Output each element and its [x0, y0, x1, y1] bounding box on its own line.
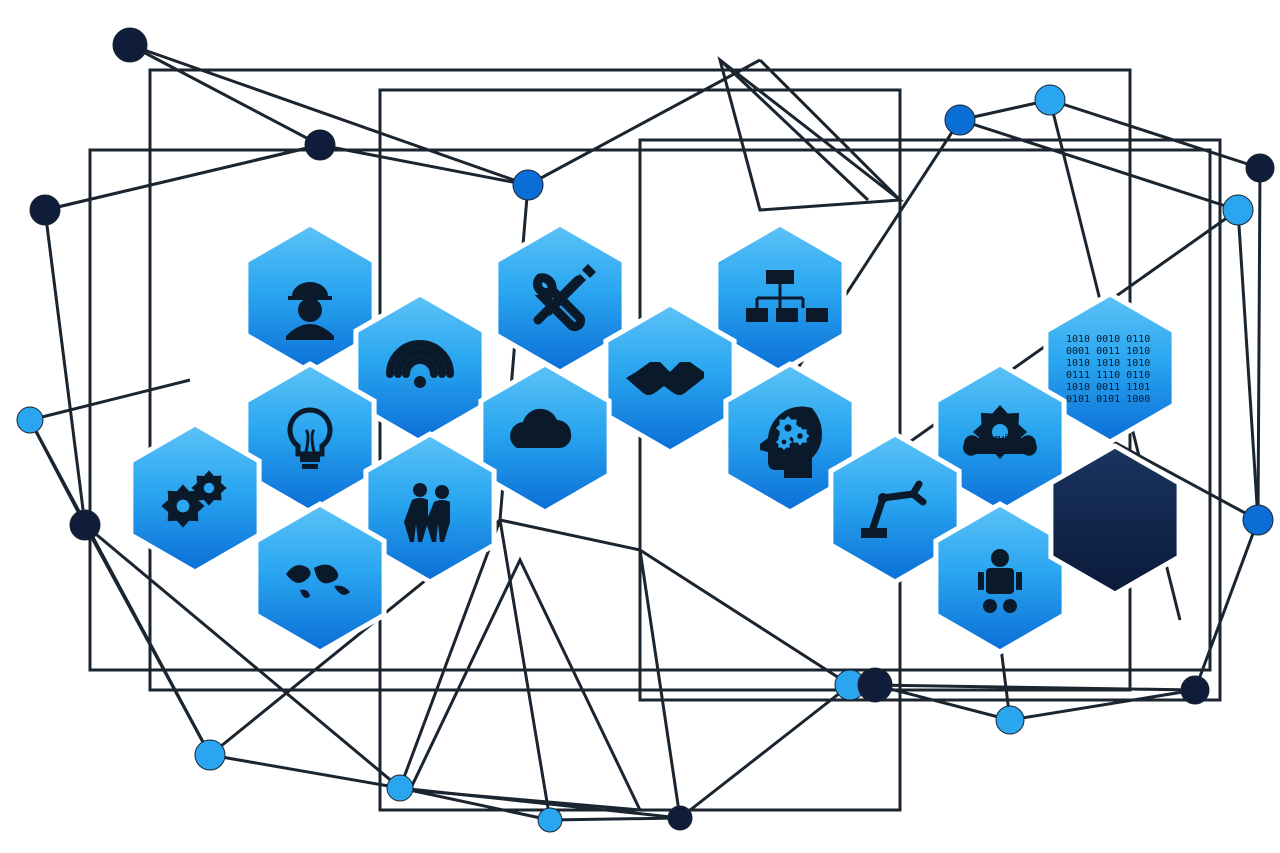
network-node-dot	[1243, 505, 1273, 535]
network-edge	[130, 45, 528, 185]
network-edge	[1010, 690, 1195, 720]
network-edge	[760, 60, 900, 200]
hex-label: Service	[980, 433, 1019, 445]
network-node-dot	[1223, 195, 1253, 225]
network-edge	[45, 145, 320, 210]
network-node-dot	[1035, 85, 1065, 115]
network-edge	[1195, 520, 1258, 690]
network-node-dot	[945, 105, 975, 135]
industry-network-diagram: 1010 0010 01100001 0011 10101010 1010 10…	[0, 0, 1280, 853]
network-edge	[400, 788, 550, 820]
network-node-dot	[17, 407, 43, 433]
network-edge	[1238, 210, 1258, 520]
network-edge	[550, 818, 680, 820]
frame-triangle	[720, 60, 900, 210]
network-node-dot	[1181, 676, 1209, 704]
network-edge	[30, 380, 190, 420]
network-node-dot	[668, 806, 692, 830]
network-edge	[45, 210, 85, 525]
network-edge	[130, 45, 320, 145]
network-node-dot	[513, 170, 543, 200]
network-edge	[210, 755, 400, 788]
svg-text:1010 0010 0110: 1010 0010 0110	[1066, 334, 1150, 345]
svg-text:0111 1110 0110: 0111 1110 0110	[1066, 370, 1150, 381]
svg-text:1010 1010 1010: 1010 1010 1010	[1066, 358, 1150, 369]
network-node-dot	[538, 808, 562, 832]
network-edge	[500, 520, 640, 550]
network-node-dot	[996, 706, 1024, 734]
network-node-dot	[195, 740, 225, 770]
network-edge	[640, 550, 680, 818]
network-edge	[960, 120, 1238, 210]
network-node-dot	[1246, 154, 1274, 182]
network-node-dot	[387, 775, 413, 801]
svg-text:0001 0011 1010: 0001 0011 1010	[1066, 346, 1150, 357]
network-edge	[720, 60, 868, 200]
network-node-dot	[305, 130, 335, 160]
network-node-dot	[70, 510, 100, 540]
network-node-dot	[113, 28, 147, 62]
svg-text:1010 0011 1101: 1010 0011 1101	[1066, 382, 1150, 393]
network-edge	[640, 550, 850, 685]
hex-cloud	[481, 364, 609, 512]
network-node-dot	[30, 195, 60, 225]
network-edge	[1258, 168, 1260, 520]
network-node-dot	[858, 668, 892, 702]
network-edge	[680, 685, 850, 818]
svg-text:0101 0101 1000: 0101 0101 1000	[1066, 394, 1150, 405]
binary-icon: 1010 0010 01100001 0011 10101010 1010 10…	[1066, 334, 1150, 405]
frame-triangle	[410, 560, 640, 810]
